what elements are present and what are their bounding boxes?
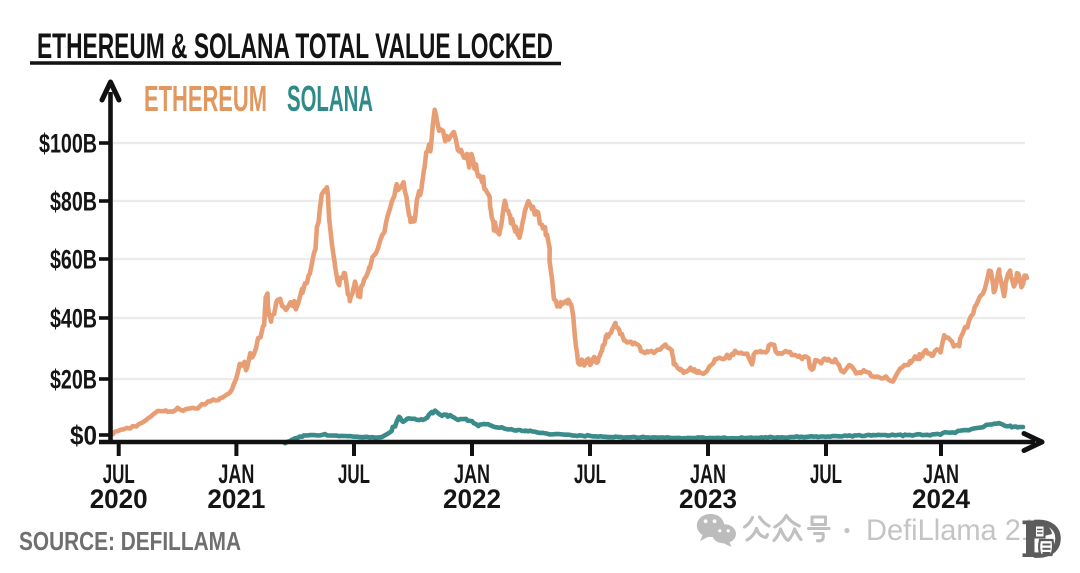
svg-text:JAN: JAN bbox=[690, 459, 726, 489]
svg-text:ETHEREUM & SOLANA TOTAL VALUE: ETHEREUM & SOLANA TOTAL VALUE LOCKED bbox=[37, 27, 553, 66]
svg-text:JUL: JUL bbox=[338, 459, 370, 489]
svg-text:SOLANA: SOLANA bbox=[287, 78, 373, 119]
svg-text:JAN: JAN bbox=[454, 459, 490, 489]
svg-text:$80B: $80B bbox=[50, 187, 97, 217]
svg-text:$0: $0 bbox=[70, 421, 97, 451]
svg-text:DefiLlama 21: DefiLlama 21 bbox=[866, 514, 1037, 547]
svg-text:$20B: $20B bbox=[50, 365, 97, 395]
svg-text:$100B: $100B bbox=[39, 129, 97, 159]
svg-text:2024: 2024 bbox=[912, 484, 970, 514]
svg-text:2023: 2023 bbox=[679, 484, 737, 514]
svg-text:JUL: JUL bbox=[810, 459, 842, 489]
svg-text:JAN: JAN bbox=[218, 459, 254, 489]
svg-text:ETHEREUM: ETHEREUM bbox=[144, 78, 267, 119]
svg-text:2021: 2021 bbox=[207, 484, 265, 514]
svg-text:$40B: $40B bbox=[50, 304, 97, 334]
svg-text:$60B: $60B bbox=[50, 245, 97, 275]
svg-text:JUL: JUL bbox=[574, 459, 606, 489]
svg-text:SOURCE: DEFILLAMA: SOURCE: DEFILLAMA bbox=[19, 526, 241, 556]
svg-text:2020: 2020 bbox=[90, 484, 148, 514]
svg-text:JUL: JUL bbox=[103, 459, 135, 489]
svg-text:JAN: JAN bbox=[923, 459, 959, 489]
svg-text:2022: 2022 bbox=[443, 484, 501, 514]
